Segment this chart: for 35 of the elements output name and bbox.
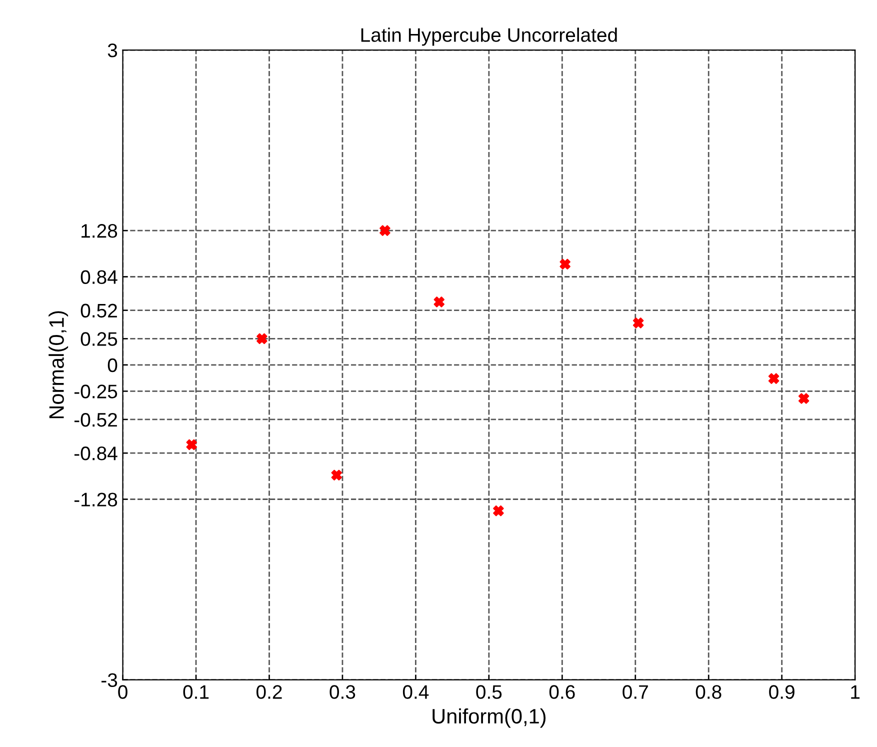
x-tick-label: 0.9 (769, 685, 794, 699)
chart-title: Latin Hypercube Uncorrelated (361, 28, 617, 46)
y-tick-label: 0.84 (80, 270, 118, 284)
point (331, 470, 342, 480)
y-tick-label: 3 (108, 44, 118, 58)
x-tick-label: 1 (851, 685, 860, 699)
x-tick-label: 0.5 (476, 685, 502, 699)
x-tick-label: 0.7 (622, 685, 648, 699)
y-tick-label: 0.25 (80, 332, 118, 346)
x-tick-label: 0.1 (183, 685, 209, 699)
x-tick-label: 0.3 (330, 685, 356, 699)
point (798, 393, 810, 404)
y-tick-label: -0.84 (74, 446, 118, 460)
x-tick-label: 0 (118, 685, 128, 699)
y-tick-label: -3 (101, 673, 118, 688)
x-tick-label: 0.2 (256, 685, 282, 699)
y-tick-label: -0.25 (74, 384, 118, 398)
x-axis-title: Uniform(0,1) (432, 708, 546, 728)
y-axis-title: Normal(0,1) (48, 311, 68, 418)
point (434, 296, 444, 308)
y-tick-label: 1.28 (82, 224, 118, 238)
y-tick-label: -1.28 (74, 492, 118, 506)
y-tick-label: 0 (108, 358, 118, 372)
x-tick-label: 0.4 (402, 685, 429, 699)
y-tick-label: -0.52 (74, 412, 117, 427)
point (256, 333, 268, 344)
x-tick-label: 0.6 (549, 685, 575, 699)
point (380, 225, 390, 236)
point (186, 439, 197, 450)
point (632, 318, 644, 328)
point (560, 258, 570, 270)
point (768, 373, 780, 384)
y-tick-label: 0.52 (80, 304, 117, 318)
point (493, 505, 504, 516)
x-tick-label: 0.8 (696, 685, 722, 699)
